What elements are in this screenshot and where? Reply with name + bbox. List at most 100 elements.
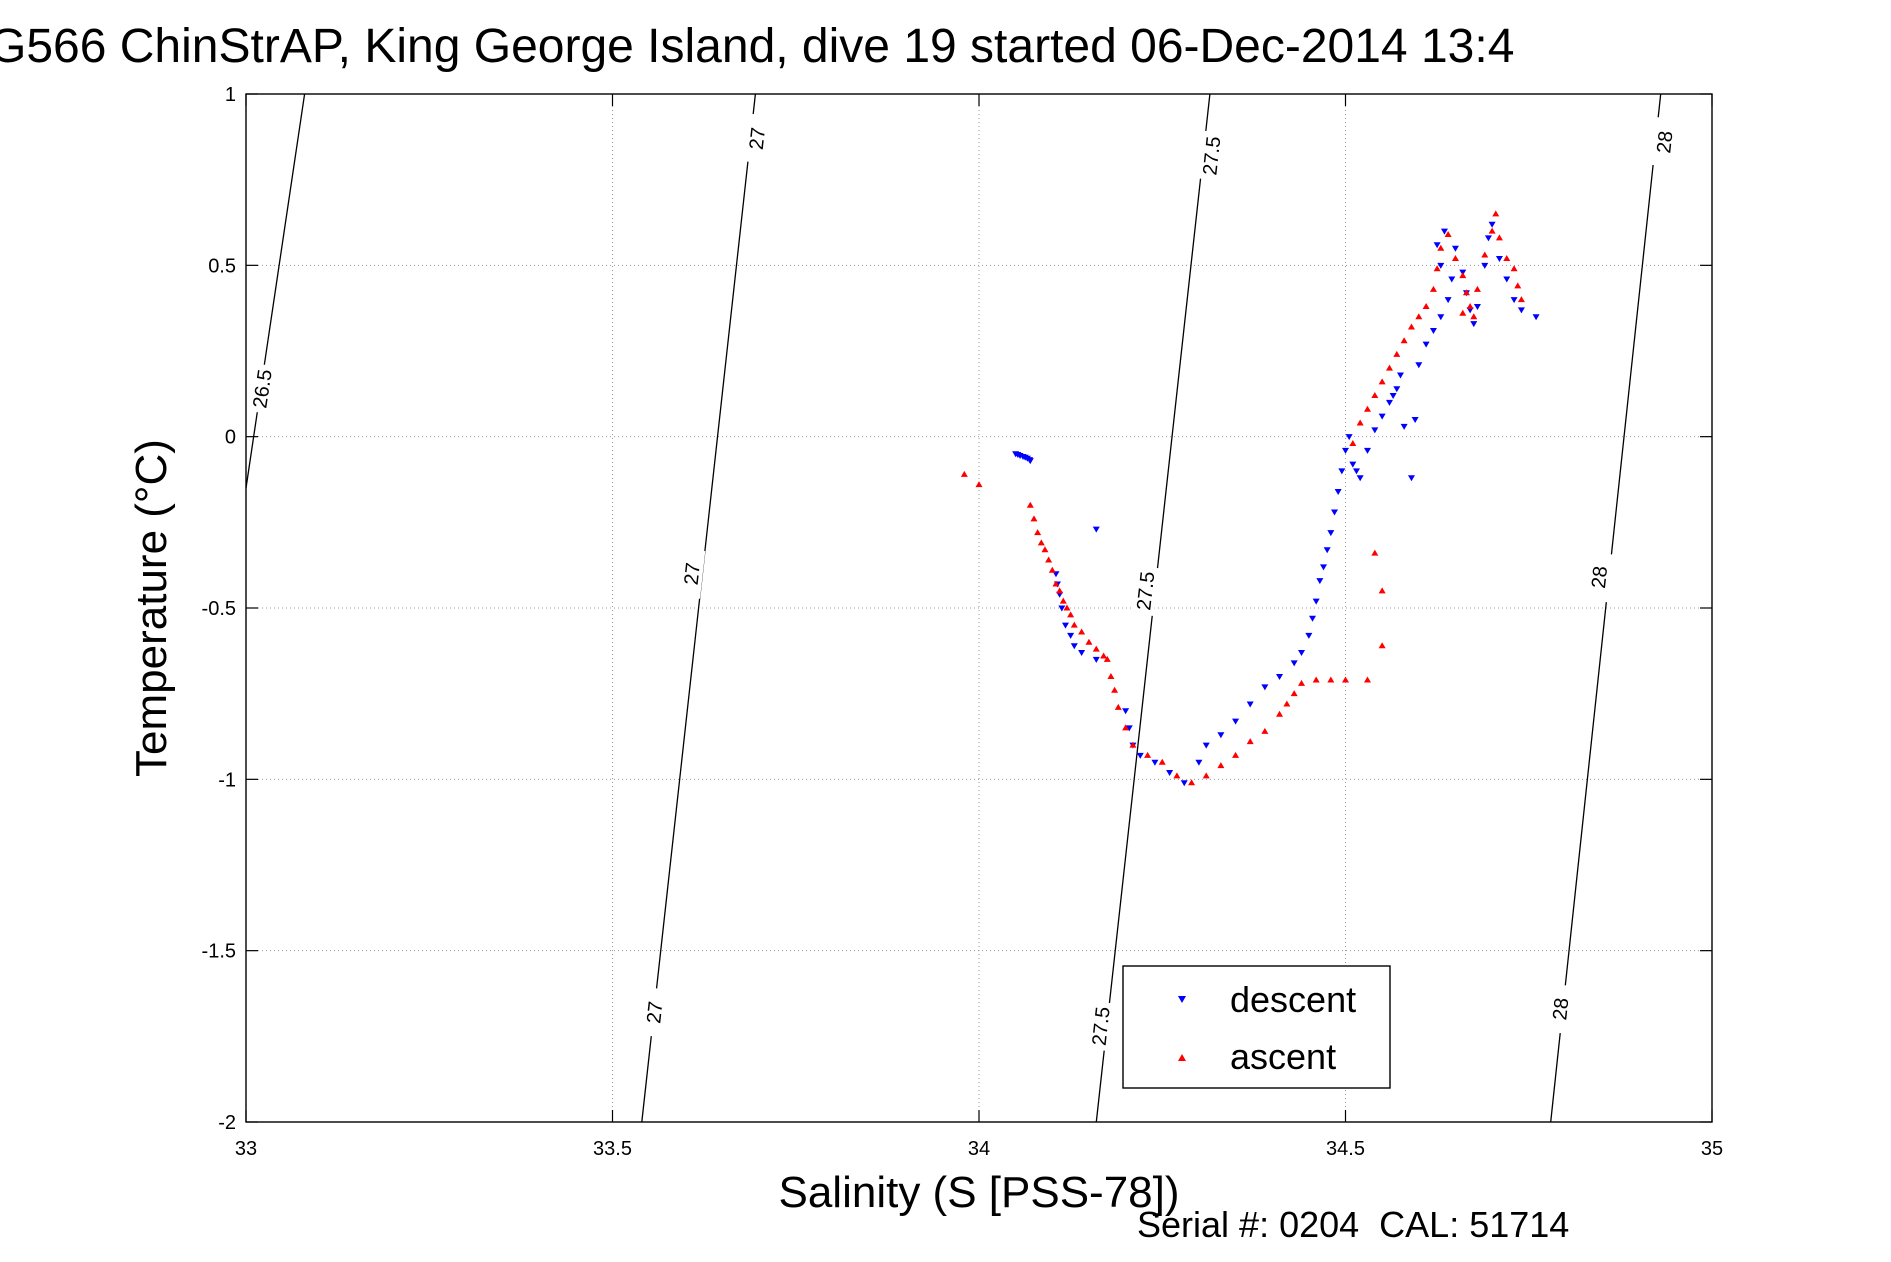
isopycnal-26.5 [245, 93, 306, 489]
descent-point [1331, 509, 1339, 516]
descent-point [1440, 228, 1448, 235]
serial-cal-footer: Serial #: 0204 CAL: 51714 [1137, 1204, 1569, 1245]
ascent-point [1052, 580, 1060, 587]
x-axis-label: Salinity (S [PSS-78]) [778, 1168, 1179, 1217]
ascent-point [1026, 501, 1034, 508]
descent-point [1517, 307, 1525, 314]
isopycnal-label: 27 [643, 1000, 667, 1025]
descent-point [1298, 650, 1306, 657]
ascent-point [1085, 638, 1093, 645]
descent-point [1122, 708, 1130, 715]
ascent-point [1503, 254, 1511, 261]
ascent-point [1070, 621, 1078, 628]
descent-point [1202, 742, 1210, 749]
descent-point [1125, 725, 1133, 732]
ascent-point [1407, 323, 1415, 330]
descent-point [1323, 547, 1331, 554]
descent-point [1371, 427, 1379, 434]
descent-point [1400, 423, 1408, 430]
y-tick-label: 0.5 [208, 255, 236, 277]
isopycnal-label-mask [1131, 565, 1159, 616]
y-tick-label: -1 [218, 769, 236, 791]
ascent-point [1103, 655, 1111, 662]
y-tick-label: -0.5 [202, 598, 236, 620]
isopycnal-label: 28 [1588, 565, 1612, 589]
ascent-point [1107, 673, 1115, 680]
x-tick-label: 34.5 [1326, 1138, 1365, 1160]
isopycnal-label-mask [640, 987, 668, 1038]
ascent-point [1378, 587, 1386, 594]
ascent-point [1517, 296, 1525, 303]
ascent-point [1283, 700, 1291, 707]
ascent-point [1429, 285, 1437, 292]
descent-point [1503, 276, 1511, 283]
axis-ticks: 33 33.5 34 34.5 35 -2 -1.5 -1 -0.5 0 0.5 1 [202, 84, 1724, 1160]
ascent-point [1422, 302, 1430, 309]
isopycnal-label: 27.5 [1133, 570, 1159, 611]
descent-point [1422, 341, 1430, 348]
ascent-point [1037, 539, 1045, 546]
isopycnal-label: 27 [746, 126, 770, 151]
descent-point [1312, 598, 1320, 605]
descent-point [1070, 643, 1078, 650]
x-tick-label: 35 [1701, 1138, 1723, 1160]
ascent-point [1173, 772, 1181, 779]
isopycnal-label-mask [1585, 552, 1613, 603]
descent-point [1385, 399, 1393, 406]
ascent-point [1342, 676, 1349, 683]
descent-point [1067, 632, 1075, 639]
isopycnal-label: 27 [681, 562, 705, 587]
descent-point [1393, 386, 1401, 393]
descent-point [1305, 632, 1313, 639]
descent-point [1495, 255, 1503, 262]
ascent-point [1349, 440, 1357, 447]
density-contours: 26.5 27 27 27 27.5 27.5 27.5 28 28 28 [245, 93, 1678, 1123]
ascent-point [1063, 604, 1071, 611]
descent-point [1276, 674, 1284, 681]
descent-point [1180, 780, 1188, 787]
descent-point [1092, 656, 1100, 663]
ascent-point [1067, 611, 1075, 618]
ascent-point [960, 470, 968, 477]
descent-series [1012, 221, 1540, 787]
ascent-point [1363, 676, 1371, 683]
descent-point [1349, 461, 1357, 468]
descent-point [1166, 769, 1174, 776]
descent-point [1327, 530, 1335, 537]
descent-point [1451, 245, 1459, 252]
y-tick-label: -2 [218, 1112, 236, 1134]
ascent-point [1078, 628, 1086, 635]
descent-point [1437, 314, 1445, 321]
ascent-point [1100, 652, 1108, 659]
ascent-point [1433, 265, 1441, 272]
ascent-point [1034, 529, 1042, 536]
ascent-point [1492, 210, 1500, 217]
ascent-point [1246, 738, 1254, 745]
descent-point [1470, 321, 1478, 328]
descent-point [1261, 684, 1269, 691]
descent-point [1488, 221, 1496, 228]
descent-point [1532, 314, 1540, 321]
isopycnal-label: 27.5 [1199, 135, 1225, 176]
isopycnal-label-mask [1197, 130, 1225, 181]
descent-point [1290, 660, 1298, 667]
descent-point [1345, 434, 1353, 441]
ascent-point [1495, 234, 1503, 241]
descent-point [1473, 303, 1481, 310]
ascent-point [1188, 779, 1196, 786]
ascent-point [1378, 642, 1386, 649]
ascent-point [1514, 282, 1522, 289]
ascent-point [1298, 679, 1306, 686]
ascent-point [1488, 227, 1496, 234]
isopycnal-label-mask [743, 113, 771, 164]
ascent-point [1371, 549, 1379, 556]
ascent-point [1481, 251, 1489, 258]
ascent-point [1144, 751, 1152, 758]
y-tick-label: -1.5 [202, 941, 236, 963]
descent-point [1151, 759, 1159, 766]
ascent-point [1385, 364, 1393, 371]
descent-point [1481, 262, 1489, 269]
y-axis-label: Temperature (°C) [127, 439, 176, 777]
descent-point [1411, 417, 1419, 424]
isopycnal-label: 26.5 [249, 368, 277, 410]
